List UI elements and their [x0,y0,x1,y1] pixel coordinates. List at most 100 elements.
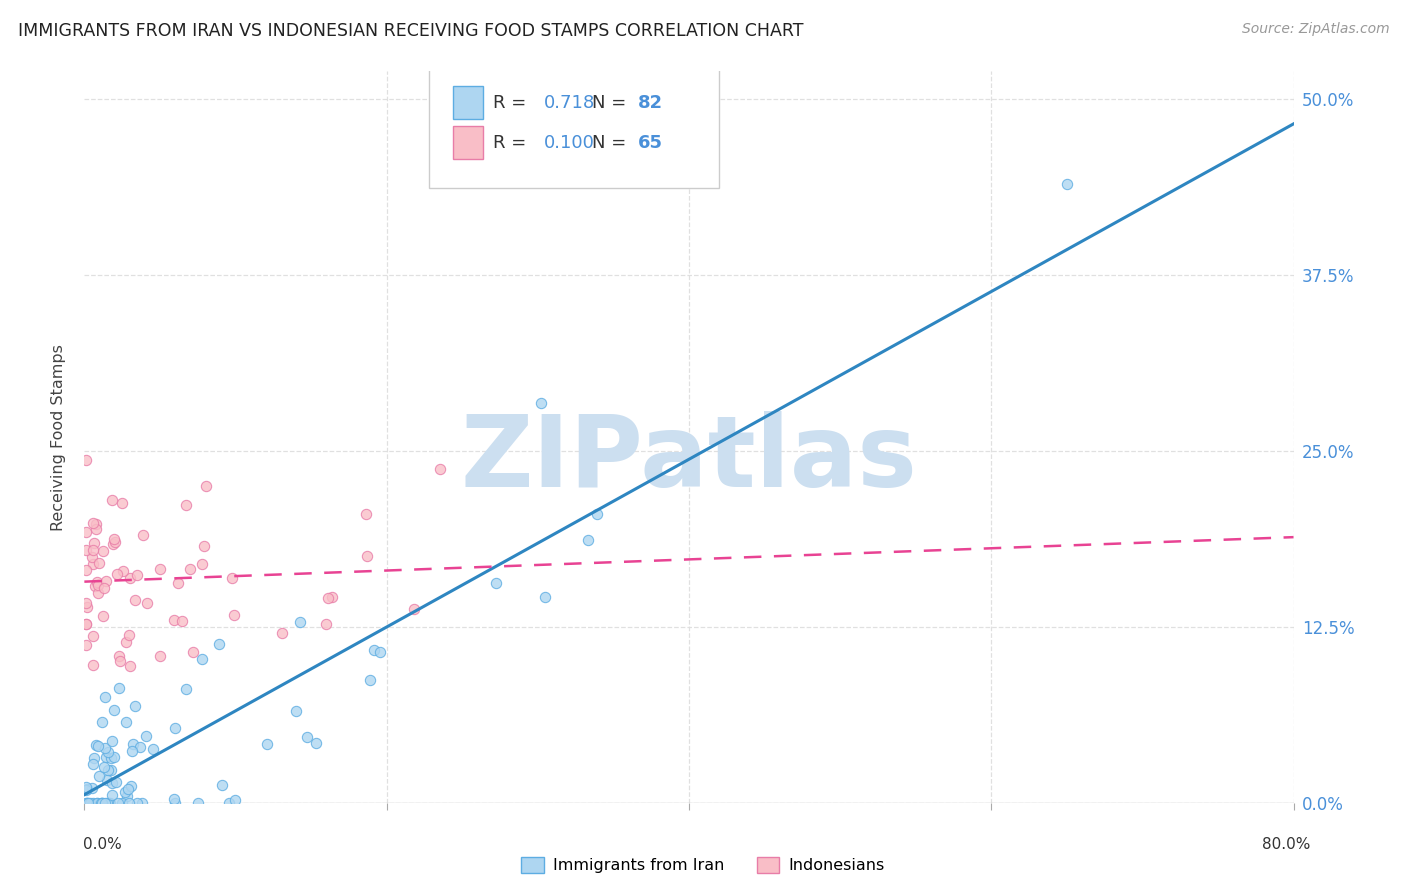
Point [91,609,114,624]
Point [84,579,107,593]
Y-axis label: Receiving Food Stamps: Receiving Food Stamps [51,343,66,531]
Point [87,769,110,783]
Point [84,523,107,537]
Point [194,479,217,493]
Point [87,578,110,592]
Point [1056,177,1078,191]
Point [124,699,146,714]
Point [97,764,120,778]
Legend: Immigrants from Iran, Indonesians: Immigrants from Iran, Indonesians [515,850,891,880]
Point [315,616,337,631]
Point [94,741,117,756]
Point [101,734,124,748]
Point [75,796,97,810]
Point [288,615,311,629]
Point [75,525,97,540]
Point [142,742,165,756]
Point [221,571,243,585]
Point [75,542,97,557]
Point [136,596,159,610]
Point [94,796,117,810]
Point [368,645,391,659]
Point [167,575,190,590]
Point [76,596,98,610]
Text: 80.0%: 80.0% [1263,837,1310,852]
Point [101,536,124,550]
Point [208,637,231,651]
Text: 0.718: 0.718 [544,94,595,112]
Point [193,539,215,553]
Point [110,654,132,668]
Point [76,781,98,796]
Point [86,796,108,810]
Text: N =: N = [592,94,633,112]
Point [356,549,378,563]
Point [121,744,143,758]
Point [76,599,98,614]
Point [111,796,134,810]
Point [224,793,246,807]
Point [84,516,107,531]
Text: Source: ZipAtlas.com: Source: ZipAtlas.com [1241,22,1389,37]
Text: 82: 82 [638,94,664,112]
Point [224,608,246,623]
Point [163,796,186,810]
Text: 0.0%: 0.0% [83,837,122,852]
Point [578,533,600,547]
Point [93,690,115,704]
Point [82,756,104,771]
Point [83,751,105,765]
Point [91,714,114,729]
Point [93,581,115,595]
Point [75,563,97,577]
Point [176,498,198,512]
Point [82,658,104,673]
Point [118,659,141,673]
Point [94,574,117,588]
Point [80,550,103,565]
Point [165,721,187,735]
Point [105,566,128,581]
Point [117,782,139,797]
Point [107,796,129,810]
Point [132,528,155,542]
Point [117,789,139,804]
Text: R =: R = [494,134,531,152]
Point [125,796,148,810]
Point [90,796,112,810]
Point [101,789,124,803]
Point [363,643,385,657]
Point [112,564,135,578]
FancyBboxPatch shape [429,64,720,188]
Point [87,739,110,753]
Point [114,785,136,799]
Point [285,704,308,718]
Point [100,750,122,764]
Point [108,681,131,696]
Point [530,396,553,410]
Point [77,796,100,810]
Point [190,557,212,571]
FancyBboxPatch shape [453,86,484,119]
Point [103,750,125,764]
Point [84,738,107,752]
Point [218,796,240,810]
Point [305,736,328,750]
Point [93,760,115,774]
Point [118,628,141,642]
Point [96,749,118,764]
Point [91,796,114,810]
Point [271,626,294,640]
Text: 65: 65 [638,134,664,152]
Point [125,568,148,582]
Point [90,796,112,810]
Text: N =: N = [592,134,633,152]
Point [163,613,186,627]
Point [75,616,97,631]
Point [98,796,121,810]
Text: 0.100: 0.100 [544,134,595,152]
Point [75,617,97,632]
Point [135,729,157,743]
Point [103,533,125,547]
Point [76,796,98,810]
